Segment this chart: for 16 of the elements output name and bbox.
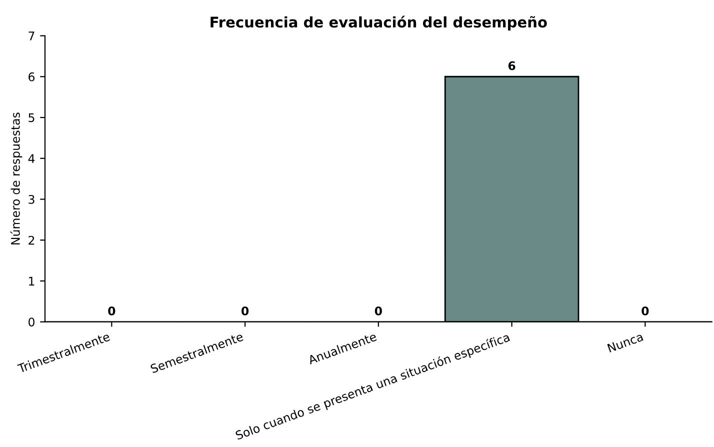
chart-title: Frecuencia de evaluación del desempeño: [210, 16, 547, 30]
y-tick-label: 5: [28, 113, 34, 122]
data-label: 6: [508, 61, 516, 70]
y-tick-label: 0: [28, 318, 34, 326]
data-label: 0: [108, 306, 116, 316]
y-tick-label: 7: [28, 32, 34, 40]
y-tick-label: 1: [29, 276, 34, 286]
y-tick-label: 2: [28, 236, 34, 245]
y-tick-label: 6: [28, 72, 35, 82]
data-label: 0: [374, 306, 382, 316]
y-axis-title: Número de respuestas: [10, 112, 22, 244]
data-label: 0: [642, 306, 649, 316]
data-label: 0: [242, 306, 249, 316]
y-tick-label: 4: [28, 154, 35, 163]
y-tick-label: 3: [28, 194, 34, 204]
x-tick-label: Nunca: [607, 332, 644, 353]
